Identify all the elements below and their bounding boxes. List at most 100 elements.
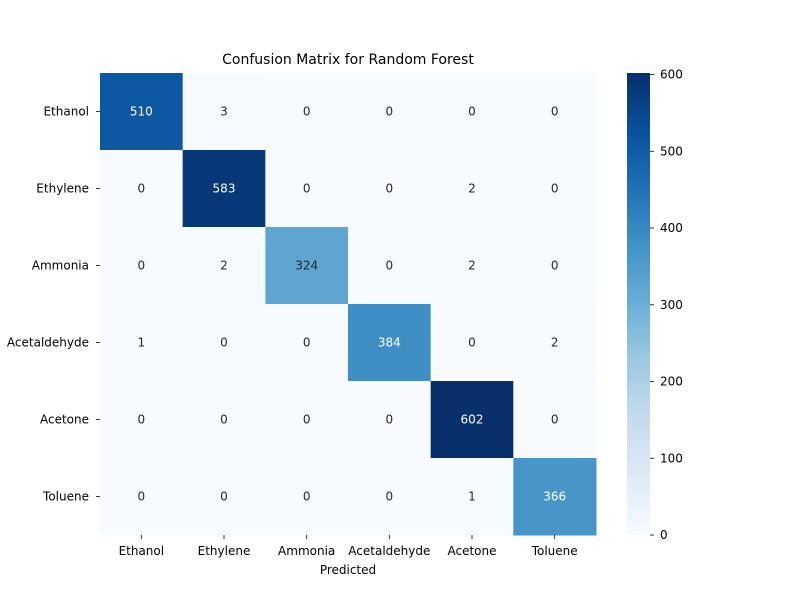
cell-value-label: 0 [138,490,146,504]
cell-value-label: 0 [220,336,228,350]
heatmap-cell [265,227,349,305]
cell-value-label: 0 [386,105,394,119]
cell-value-label: 0 [551,259,559,273]
colorbar-tick-label: 0 [660,528,668,542]
y-tick-label: Toluene [42,490,89,504]
x-axis: Ethanol Ethylene Ammonia Acetaldehyde Aceton… [119,535,578,558]
cell-value-label: 366 [543,490,566,504]
cell-value-label: 0 [386,259,394,273]
cell-value-label: 384 [378,336,401,350]
cell-value-label: 0 [220,413,228,427]
heatmap-cell [265,150,349,228]
y-tick-label: Acetaldehyde [7,336,89,350]
x-tick-label: Acetaldehyde [348,544,430,558]
cell-value-label: 0 [138,182,146,196]
heatmap-cell [100,150,184,228]
x-tick-label: Toluene [531,544,578,558]
heatmap-cell [100,458,184,536]
heatmap-cell [348,304,432,382]
heatmap-cell-labels: 510 3 0 0 0 0 0 583 0 0 2 0 0 2 324 0 2 0 1 0 0 384 0 2 0 0 0 0 602 0… [130,105,566,504]
cell-value-label: 2 [468,259,476,273]
x-tick-label: Ammonia [278,544,335,558]
heatmap-cell [430,458,514,536]
heatmap-cell [430,381,514,459]
heatmap-cell [100,304,184,382]
heatmap-cell [265,304,349,382]
cell-value-label: 0 [386,413,394,427]
cell-value-label: 2 [551,336,559,350]
heatmap-cell [182,304,266,382]
cell-value-label: 1 [138,336,146,350]
y-tick-label: Ethanol [43,105,89,119]
heatmap-cell [348,381,432,459]
heatmap-cell [182,458,266,536]
cell-value-label: 2 [468,182,476,196]
cell-value-label: 324 [295,259,318,273]
cell-value-label: 2 [220,259,228,273]
cell-value-label: 602 [461,413,484,427]
heatmap-cells [100,73,597,536]
heatmap-cell [265,458,349,536]
colorbar-tick-label: 200 [660,375,683,389]
y-tick-label: Ammonia [32,259,89,273]
cell-value-label: 0 [220,490,228,504]
colorbar: 0 100 200 300 400 500 600 [627,68,683,542]
heatmap-cell [430,73,514,151]
heatmap-cell [100,73,184,151]
colorbar-tick-label: 600 [660,68,683,82]
colorbar-tick-label: 300 [660,298,683,312]
cell-value-label: 1 [468,490,476,504]
heatmap-cell [513,458,597,536]
cell-value-label: 0 [303,490,311,504]
cell-value-label: 0 [468,336,476,350]
cell-value-label: 0 [303,182,311,196]
y-axis: Ethanol Ethylene Ammonia Acetaldehyde Aceton… [7,105,100,504]
heatmap-cell [430,304,514,382]
heatmap-cell [182,73,266,151]
heatmap-cell [182,381,266,459]
y-tick-label: Acetone [40,413,89,427]
cell-value-label: 0 [551,105,559,119]
cell-value-label: 0 [551,182,559,196]
cell-value-label: 0 [468,105,476,119]
cell-value-label: 0 [303,413,311,427]
cell-value-label: 0 [303,336,311,350]
chart-title: Confusion Matrix for Random Forest [222,52,474,68]
heatmap-cell [513,227,597,305]
cell-value-label: 0 [386,490,394,504]
heatmap-cell [430,227,514,305]
heatmap-cell [100,227,184,305]
heatmap-cell [513,304,597,382]
colorbar-tick-label: 400 [660,221,683,235]
heatmap-cell [430,150,514,228]
heatmap-cell [265,73,349,151]
heatmap-cell [182,227,266,305]
cell-value-label: 0 [138,413,146,427]
colorbar-tick-label: 500 [660,144,683,158]
y-tick-label: Ethylene [36,182,89,196]
x-axis-label: Predicted [320,563,376,577]
colorbar-gradient [627,73,650,535]
cell-value-label: 510 [130,105,153,119]
cell-value-label: 583 [213,182,236,196]
heatmap-cell [348,150,432,228]
heatmap-cell [182,150,266,228]
cell-value-label: 0 [303,105,311,119]
x-tick-label: Ethanol [119,544,165,558]
heatmap-cell [513,150,597,228]
x-tick-label: Ethylene [198,544,251,558]
x-tick-label: Acetone [447,544,496,558]
heatmap-cell [348,73,432,151]
cell-value-label: 3 [220,105,228,119]
cell-value-label: 0 [386,182,394,196]
heatmap-cell [513,73,597,151]
heatmap-cell [265,381,349,459]
heatmap-cell [513,381,597,459]
heatmap-cell [348,227,432,305]
colorbar-tick-label: 100 [660,451,683,465]
heatmap-cell [348,458,432,536]
cell-value-label: 0 [138,259,146,273]
cell-value-label: 0 [551,413,559,427]
heatmap-cell [100,381,184,459]
